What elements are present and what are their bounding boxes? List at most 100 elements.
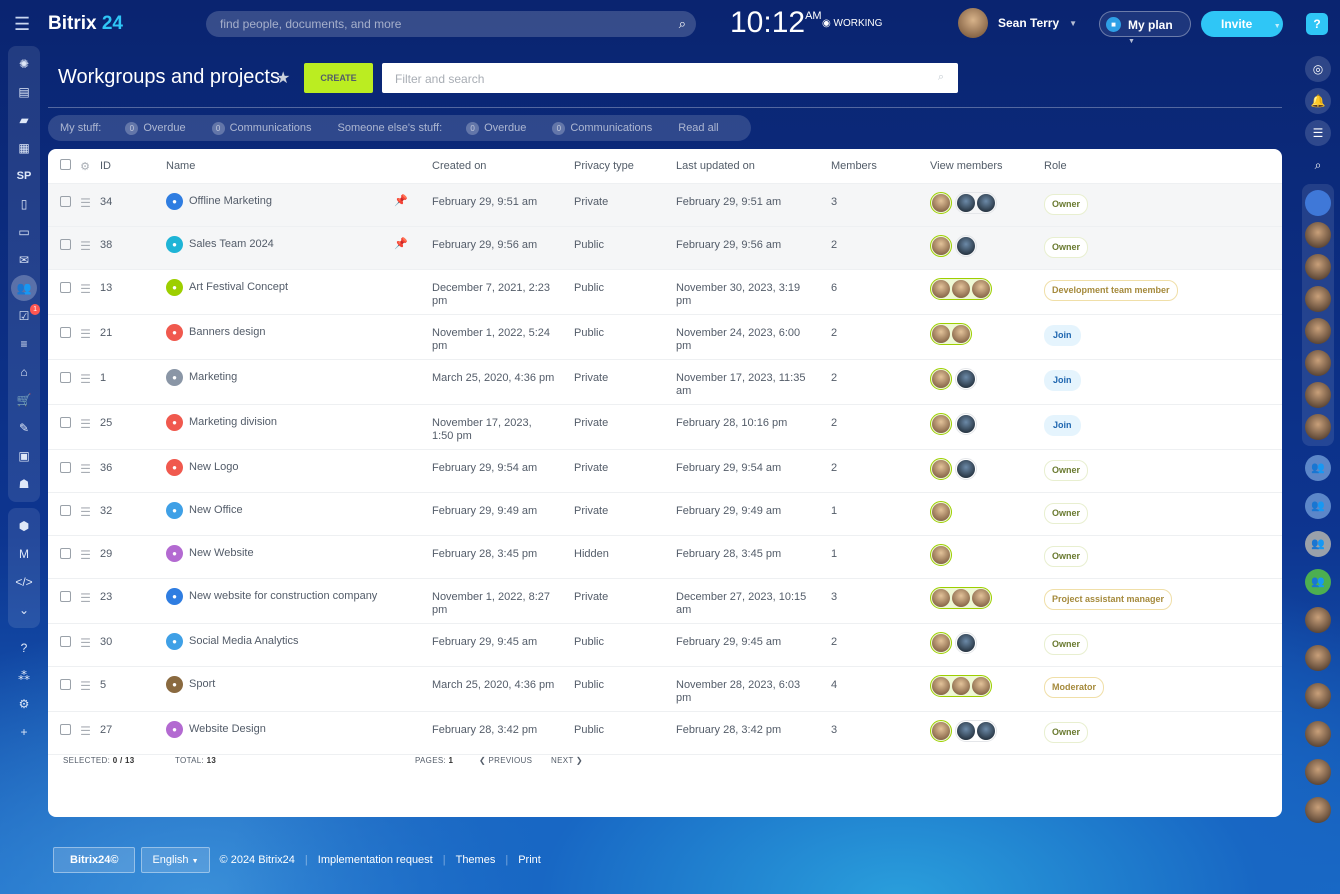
table-row[interactable]: ☰ 34 ● Offline Marketing 📌 February 29, 9:… (48, 183, 1282, 227)
col-members[interactable]: Members (831, 149, 930, 184)
cart-icon[interactable]: 🛒 (16, 393, 32, 407)
group-name-link[interactable]: Marketing (189, 370, 238, 383)
chat-avatar[interactable] (1305, 318, 1331, 344)
group-chat-icon[interactable]: 👥 (1305, 493, 1331, 519)
row-checkbox[interactable] (60, 590, 71, 602)
bank-icon[interactable]: ⌂ (20, 365, 28, 379)
chat-avatar[interactable] (1305, 190, 1331, 216)
logo[interactable]: Bitrix 24 (48, 13, 123, 35)
tasks-icon[interactable]: ☑ 1 (8, 302, 40, 330)
copilot-icon[interactable]: ◎ (1305, 56, 1331, 82)
print-link[interactable]: Print (518, 854, 541, 866)
chat-avatar[interactable] (1305, 254, 1331, 280)
structure-icon[interactable]: ⁂ (18, 669, 30, 683)
col-name[interactable]: Name (166, 149, 432, 184)
table-row[interactable]: ☰ 36 ● New Logo February 29, 9:54 am Priv… (48, 449, 1282, 493)
read-all-button[interactable]: Read all (678, 122, 719, 134)
implementation-request-link[interactable]: Implementation request (317, 854, 433, 866)
next-button[interactable]: NEXT ❯ (551, 756, 583, 765)
row-checkbox[interactable] (60, 238, 71, 250)
pin-icon[interactable]: 📌 (394, 237, 408, 250)
row-checkbox[interactable] (60, 461, 71, 473)
group-name-link[interactable]: Sport (189, 677, 216, 690)
member-avatar[interactable] (932, 324, 950, 343)
view-members[interactable] (930, 234, 1044, 257)
member-avatar[interactable] (952, 588, 970, 607)
select-all-checkbox[interactable] (60, 158, 71, 170)
view-members[interactable] (930, 631, 1044, 654)
mail-icon[interactable]: ✉ (18, 253, 30, 267)
table-row[interactable]: ☰ 5 ● Sport March 25, 2020, 4:36 pm Publi… (48, 666, 1282, 712)
news-icon[interactable]: ▤ (18, 85, 30, 99)
view-members[interactable] (930, 277, 1044, 300)
member-avatar[interactable] (932, 676, 950, 695)
group-name-link[interactable]: Offline Marketing (189, 194, 272, 207)
code-icon[interactable]: </> (15, 575, 33, 589)
view-members[interactable] (930, 719, 1044, 742)
row-checkbox[interactable] (60, 281, 71, 293)
chat-avatar[interactable] (1305, 607, 1331, 633)
table-row[interactable]: ☰ 32 ● New Office February 29, 9:49 am Pr… (48, 492, 1282, 536)
else-overdue-counter[interactable]: 0 Overdue (466, 121, 526, 135)
market-icon[interactable]: M (19, 547, 29, 561)
view-members[interactable] (930, 543, 1044, 566)
role-badge[interactable]: Join (1044, 414, 1081, 436)
chat-avatar[interactable] (1305, 414, 1331, 440)
member-avatar[interactable] (952, 279, 970, 298)
user-menu[interactable]: Sean Terry ▼ (958, 8, 1077, 38)
robot-icon[interactable]: ☗ (18, 477, 30, 491)
table-row[interactable]: ☰ 21 ● Banners design November 1, 2022, 5… (48, 314, 1282, 360)
plus-icon[interactable]: + (20, 725, 28, 739)
else-communications-counter[interactable]: 0 Communications (552, 121, 652, 135)
col-id[interactable]: ID (100, 149, 166, 184)
group-chat-icon[interactable]: 👥 (1305, 569, 1331, 595)
row-checkbox[interactable] (60, 504, 71, 516)
row-checkbox[interactable] (60, 416, 71, 428)
table-row[interactable]: ☰ 30 ● Social Media Analytics February 29… (48, 623, 1282, 667)
view-members[interactable] (930, 500, 1044, 523)
box-icon[interactable]: ⬢ (18, 519, 30, 533)
drag-handle-icon[interactable]: ☰ (80, 504, 91, 519)
group-chat-icon[interactable]: 👥 (1305, 531, 1331, 557)
drag-handle-icon[interactable]: ☰ (80, 635, 91, 650)
row-checkbox[interactable] (60, 723, 71, 735)
member-avatar[interactable] (957, 193, 975, 212)
chat-avatar[interactable] (1305, 645, 1331, 671)
help-button[interactable]: ? (1306, 13, 1328, 35)
col-updated[interactable]: Last updated on (676, 149, 831, 184)
table-row[interactable]: ☰ 13 ● Art Festival Concept December 7, 2… (48, 269, 1282, 315)
row-checkbox[interactable] (60, 371, 71, 383)
group-name-link[interactable]: New Website (189, 546, 254, 559)
work-status[interactable]: ◉ WORKING (822, 18, 882, 29)
drag-handle-icon[interactable]: ☰ (80, 326, 91, 341)
drag-handle-icon[interactable]: ☰ (80, 547, 91, 562)
global-search-input[interactable]: find people, documents, and more ⌕ (206, 11, 696, 37)
member-avatar[interactable] (957, 633, 975, 652)
group-name-link[interactable]: Website Design (189, 722, 266, 735)
row-checkbox[interactable] (60, 195, 71, 207)
chat-avatar[interactable] (1305, 222, 1331, 248)
table-row[interactable]: ☰ 38 ● Sales Team 2024 📌 February 29, 9:56… (48, 226, 1282, 270)
language-select[interactable]: English ▼ (141, 847, 210, 873)
group-name-link[interactable]: Social Media Analytics (189, 634, 299, 647)
workgroups-icon[interactable]: 👥 (11, 275, 37, 301)
col-privacy[interactable]: Privacy type (574, 149, 676, 184)
feed-icon[interactable]: ✺ (18, 57, 30, 71)
member-avatar[interactable] (932, 459, 950, 478)
group-name-link[interactable]: Sales Team 2024 (189, 237, 274, 250)
search-icon[interactable]: ⌕ (1314, 158, 1322, 172)
group-name-link[interactable]: Marketing division (189, 415, 278, 428)
view-members[interactable] (930, 674, 1044, 697)
row-checkbox[interactable] (60, 635, 71, 647)
member-avatar[interactable] (957, 459, 975, 478)
drag-handle-icon[interactable]: ☰ (80, 678, 91, 693)
member-avatar[interactable] (932, 721, 950, 740)
chat-avatar[interactable] (1305, 382, 1331, 408)
group-name-link[interactable]: Banners design (189, 325, 266, 338)
table-row[interactable]: ☰ 25 ● Marketing division November 17, 20… (48, 404, 1282, 450)
member-avatar[interactable] (932, 193, 950, 212)
chat-avatar[interactable] (1305, 797, 1331, 823)
group-name-link[interactable]: New website for construction company (189, 589, 378, 602)
drag-handle-icon[interactable]: ☰ (80, 723, 91, 738)
document-icon[interactable]: ▯ (20, 197, 28, 211)
